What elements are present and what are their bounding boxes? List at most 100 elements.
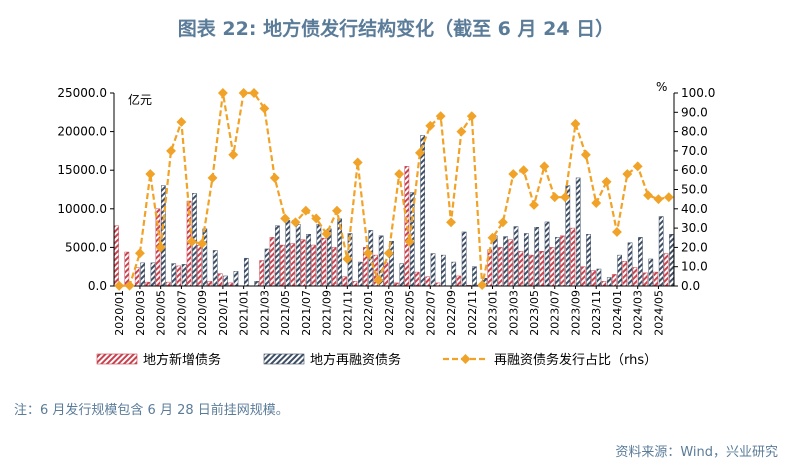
ratio-point <box>176 117 187 127</box>
ratio-point <box>404 236 415 247</box>
new-debt-bar <box>487 249 493 287</box>
refinancing-debt-bar <box>441 254 446 287</box>
legend-label-new-debt: 地方新增债务 <box>143 352 221 368</box>
ratio-point <box>487 232 498 243</box>
y-left-tick-label: 0.0 <box>88 279 107 293</box>
refinancing-debt-bar <box>254 281 260 287</box>
x-tick-label: 2023/01 <box>487 290 500 336</box>
ratio-point <box>321 228 332 239</box>
new-debt-bar <box>300 239 306 287</box>
x-tick-label: 2020/09 <box>196 290 209 336</box>
y-left-tick-label: 15000.0 <box>57 163 107 177</box>
refinancing-debt-bar <box>513 226 519 287</box>
legend-swatch-refinancing-debt <box>263 353 305 365</box>
ratio-point <box>363 248 374 259</box>
refinancing-debt-bar <box>534 227 540 287</box>
new-debt-bar <box>269 237 275 287</box>
x-tick-label: 2020/01 <box>113 290 126 336</box>
x-tick-label: 2024/03 <box>632 290 645 336</box>
x-tick-label: 2023/11 <box>590 290 603 336</box>
ratio-point <box>518 165 529 176</box>
refinancing-debt-bar <box>492 235 498 287</box>
new-debt-bar <box>207 281 213 287</box>
ratio-point <box>446 217 456 228</box>
refinancing-debt-bar <box>420 135 425 287</box>
new-debt-bar <box>124 251 130 287</box>
y-right-unit: % <box>656 80 667 94</box>
ratio-point <box>280 213 291 224</box>
refinancing-debt-bar <box>606 277 612 287</box>
new-debt-bar <box>528 254 534 287</box>
new-debt-bar <box>601 281 607 287</box>
refinancing-debt-bar <box>264 248 270 287</box>
ratio-point <box>622 169 633 180</box>
new-debt-bar <box>176 265 182 287</box>
y-left-tick-label: 10000.0 <box>57 202 107 216</box>
new-debt-bar <box>352 281 358 287</box>
new-debt-bar <box>414 271 420 287</box>
new-debt-bar <box>570 227 576 287</box>
legend-label-ratio: 再融资债务发行占比（rhs） <box>494 352 657 368</box>
refinancing-debt-bar <box>430 253 436 287</box>
new-debt-bar <box>591 270 596 287</box>
x-tick-label: 2023/05 <box>528 290 541 336</box>
ratio-point <box>197 238 208 249</box>
new-debt-bar <box>643 272 648 287</box>
new-debt-bar <box>622 261 627 287</box>
x-tick-label: 2022/09 <box>445 290 458 336</box>
new-debt-bar <box>580 266 586 287</box>
x-tick-label: 2021/11 <box>341 290 354 336</box>
ratio-point <box>456 126 467 137</box>
legend-swatch-ratio-marker <box>460 354 471 364</box>
refinancing-debt-bar <box>243 257 249 287</box>
refinancing-debt-bar <box>358 261 363 287</box>
y-right-tick-label: 0.0 <box>681 279 700 293</box>
ratio-point <box>549 192 560 203</box>
ratio-point <box>508 169 519 180</box>
new-debt-bar <box>342 276 347 287</box>
y-right-tick-label: 90.0 <box>681 105 708 119</box>
y-right-tick-label: 10.0 <box>681 260 708 274</box>
new-debt-bar <box>134 267 140 287</box>
source-note: 资料来源：Wind，兴业研究 <box>615 445 778 460</box>
ratio-point <box>601 176 612 187</box>
legend-swatch-new-debt <box>96 353 138 365</box>
ratio-point <box>394 169 405 180</box>
x-tick-label: 2021/03 <box>258 290 271 336</box>
x-tick-label: 2023/07 <box>549 290 562 336</box>
ratio-point <box>228 149 239 160</box>
new-debt-bar <box>508 239 513 287</box>
refinancing-debt-bar <box>472 266 477 287</box>
refinancing-debt-bar <box>389 240 394 287</box>
refinancing-debt-bar <box>285 220 291 287</box>
refinancing-debt-bar <box>617 254 623 287</box>
ratio-point <box>529 199 539 210</box>
y-right-tick-label: 100.0 <box>681 86 715 100</box>
ratio-point <box>477 280 488 290</box>
ratio-point <box>570 118 581 129</box>
refinancing-debt-bar <box>523 233 529 287</box>
y-right-tick-label: 40.0 <box>681 202 708 216</box>
new-debt-bar <box>456 275 462 287</box>
refinancing-debt-bar <box>306 234 311 287</box>
x-tick-label: 2022/03 <box>383 290 396 336</box>
refinancing-debt-bar <box>627 242 633 287</box>
new-debt-bar <box>145 281 150 287</box>
new-debt-bar <box>518 251 524 287</box>
ratio-point <box>166 145 176 156</box>
new-debt-bar <box>321 237 327 287</box>
ratio-point <box>217 88 228 98</box>
new-debt-bar <box>497 247 503 287</box>
ratio-point <box>373 275 384 286</box>
ratio-point <box>560 192 571 203</box>
refinancing-debt-bar <box>181 264 187 287</box>
ratio-point <box>238 88 249 98</box>
ratio-point <box>497 217 508 228</box>
chart-title: 图表 22: 地方债发行结构变化（截至 6 月 24 日） <box>177 18 615 40</box>
new-debt-bar <box>197 244 202 287</box>
new-debt-bar <box>653 271 659 287</box>
ratio-point <box>186 236 197 247</box>
x-tick-label: 2021/01 <box>238 290 251 336</box>
x-tick-label: 2021/05 <box>279 290 292 336</box>
ratio-point <box>352 157 363 168</box>
